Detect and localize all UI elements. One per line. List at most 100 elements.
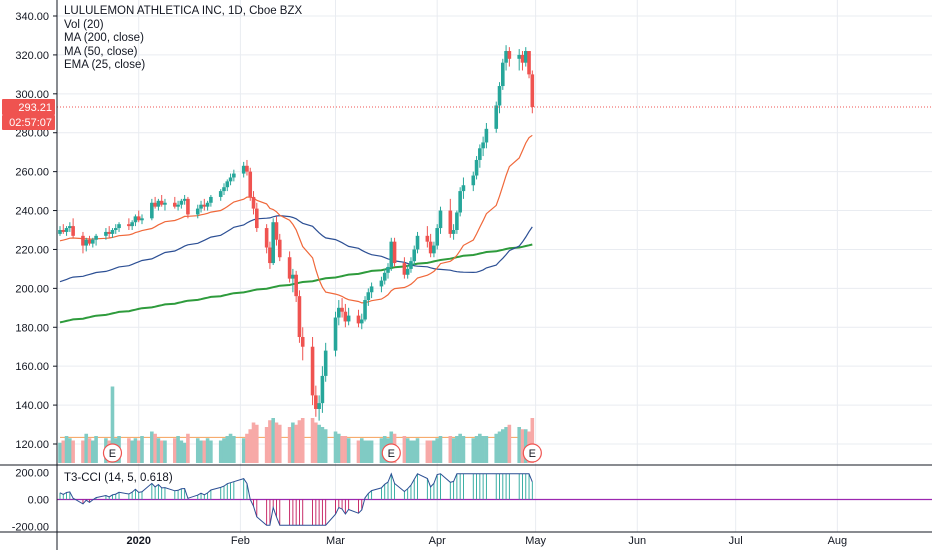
candle-body	[107, 231, 111, 234]
candle-body	[389, 241, 394, 267]
volume-bar	[287, 427, 292, 463]
volume-bar	[504, 427, 508, 463]
volume-bar	[277, 424, 282, 463]
cci-legend[interactable]: T3-CCI (14, 5, 0.618)	[64, 472, 173, 484]
volume-bar	[232, 436, 236, 463]
cci-tick-label: 200.00	[15, 467, 49, 479]
volume-bar	[251, 422, 256, 463]
candle-body	[517, 54, 521, 59]
volume-bar	[150, 431, 154, 463]
y-tick-label: 280.00	[15, 128, 49, 140]
candle-body	[504, 51, 508, 63]
volume-bar	[497, 431, 502, 463]
x-tick-label: Jun	[628, 535, 646, 547]
volume-bar	[209, 440, 213, 463]
volume-bar	[323, 429, 328, 463]
y-tick-label: 220.00	[15, 244, 49, 256]
volume-bar	[64, 436, 69, 463]
candle-body	[130, 222, 134, 227]
candle-body	[527, 51, 531, 75]
y-tick-label: 160.00	[15, 361, 49, 373]
volume-bar	[415, 438, 420, 463]
candle-body	[140, 218, 144, 221]
volume-bar	[494, 433, 499, 463]
legend-ma50[interactable]: MA (50, close)	[64, 45, 138, 58]
volume-bar	[356, 440, 361, 463]
volume-bar	[163, 440, 167, 463]
x-tick-label: Apr	[429, 535, 446, 547]
candle-body	[461, 185, 466, 192]
volume-bar	[448, 436, 453, 463]
candle-body	[520, 54, 525, 63]
candle-body	[300, 337, 305, 347]
legend-volume[interactable]: Vol (20)	[64, 18, 104, 31]
candle-body	[159, 200, 164, 205]
candle-body	[314, 395, 318, 409]
chart-legend: LULULEMON ATHLETICA INC, 1D, Cboe BZX Vo…	[64, 5, 302, 73]
volume-bar	[228, 433, 233, 463]
candle-body	[136, 216, 141, 221]
candle-body	[494, 105, 499, 129]
candle-body	[425, 235, 430, 242]
candle-body	[379, 280, 384, 287]
candle-body	[405, 268, 410, 275]
axis-tick-labels: 340.00 320.00 300.00 280.00 260.00 240.00 220.…	[12, 11, 847, 547]
volume-bar	[176, 436, 180, 463]
volume-bar	[333, 431, 338, 463]
volume-bar	[94, 436, 98, 463]
volume-bar	[310, 418, 315, 463]
volume-bar	[481, 436, 485, 463]
candle-body	[392, 241, 397, 264]
volume-bar	[340, 436, 344, 463]
cci-tick-label: 0.00	[28, 495, 49, 507]
countdown-badge-bg	[2, 115, 55, 131]
volume-bar	[199, 440, 203, 463]
volume-bar	[317, 424, 321, 463]
y-tick-label: 140.00	[15, 400, 49, 412]
candle-body	[58, 230, 62, 234]
volume-bar	[425, 440, 430, 463]
volume-bar	[71, 440, 75, 463]
volume-bar	[530, 418, 535, 463]
volume-bar	[346, 438, 351, 463]
volume-bar	[110, 386, 115, 463]
candle-body	[337, 307, 341, 318]
candle-body	[264, 228, 269, 248]
legend-ema25[interactable]: EMA (25, close)	[64, 59, 146, 71]
candle-body	[474, 159, 479, 176]
x-tick-label: Aug	[828, 535, 848, 547]
y-tick-label: 320.00	[15, 50, 49, 62]
candle-body	[61, 230, 66, 232]
candle-body	[277, 239, 282, 258]
candle-body	[481, 142, 485, 149]
candle-body	[432, 245, 436, 254]
last-price-badge: 293.21 02:57:07	[2, 99, 55, 131]
volume-bar	[369, 440, 374, 463]
volume-bar	[300, 418, 305, 463]
candle-body	[156, 200, 161, 207]
volume-bar	[428, 440, 433, 463]
volume-bar	[127, 438, 131, 463]
x-tick-label: 2020	[126, 535, 150, 547]
volume-bar	[61, 440, 66, 463]
candle-body	[340, 307, 344, 312]
ema25-line	[59, 134, 533, 304]
symbol-title[interactable]: LULULEMON ATHLETICA INC, 1D, Cboe BZX	[64, 5, 303, 17]
volume-bar	[218, 440, 223, 463]
candle-body	[245, 165, 249, 172]
legend-ma200[interactable]: MA (200, close)	[64, 32, 144, 44]
ma50-line	[59, 214, 533, 283]
volume-bar	[58, 442, 62, 463]
volume-bar	[501, 429, 505, 463]
candle-body	[218, 191, 223, 197]
x-tick-label: Mar	[326, 535, 345, 547]
candle-body	[291, 274, 295, 279]
volume-bar	[294, 424, 298, 463]
candle-body	[241, 165, 246, 174]
candle-body	[455, 212, 459, 230]
volume-bar	[264, 427, 269, 463]
candle-body	[179, 200, 184, 205]
